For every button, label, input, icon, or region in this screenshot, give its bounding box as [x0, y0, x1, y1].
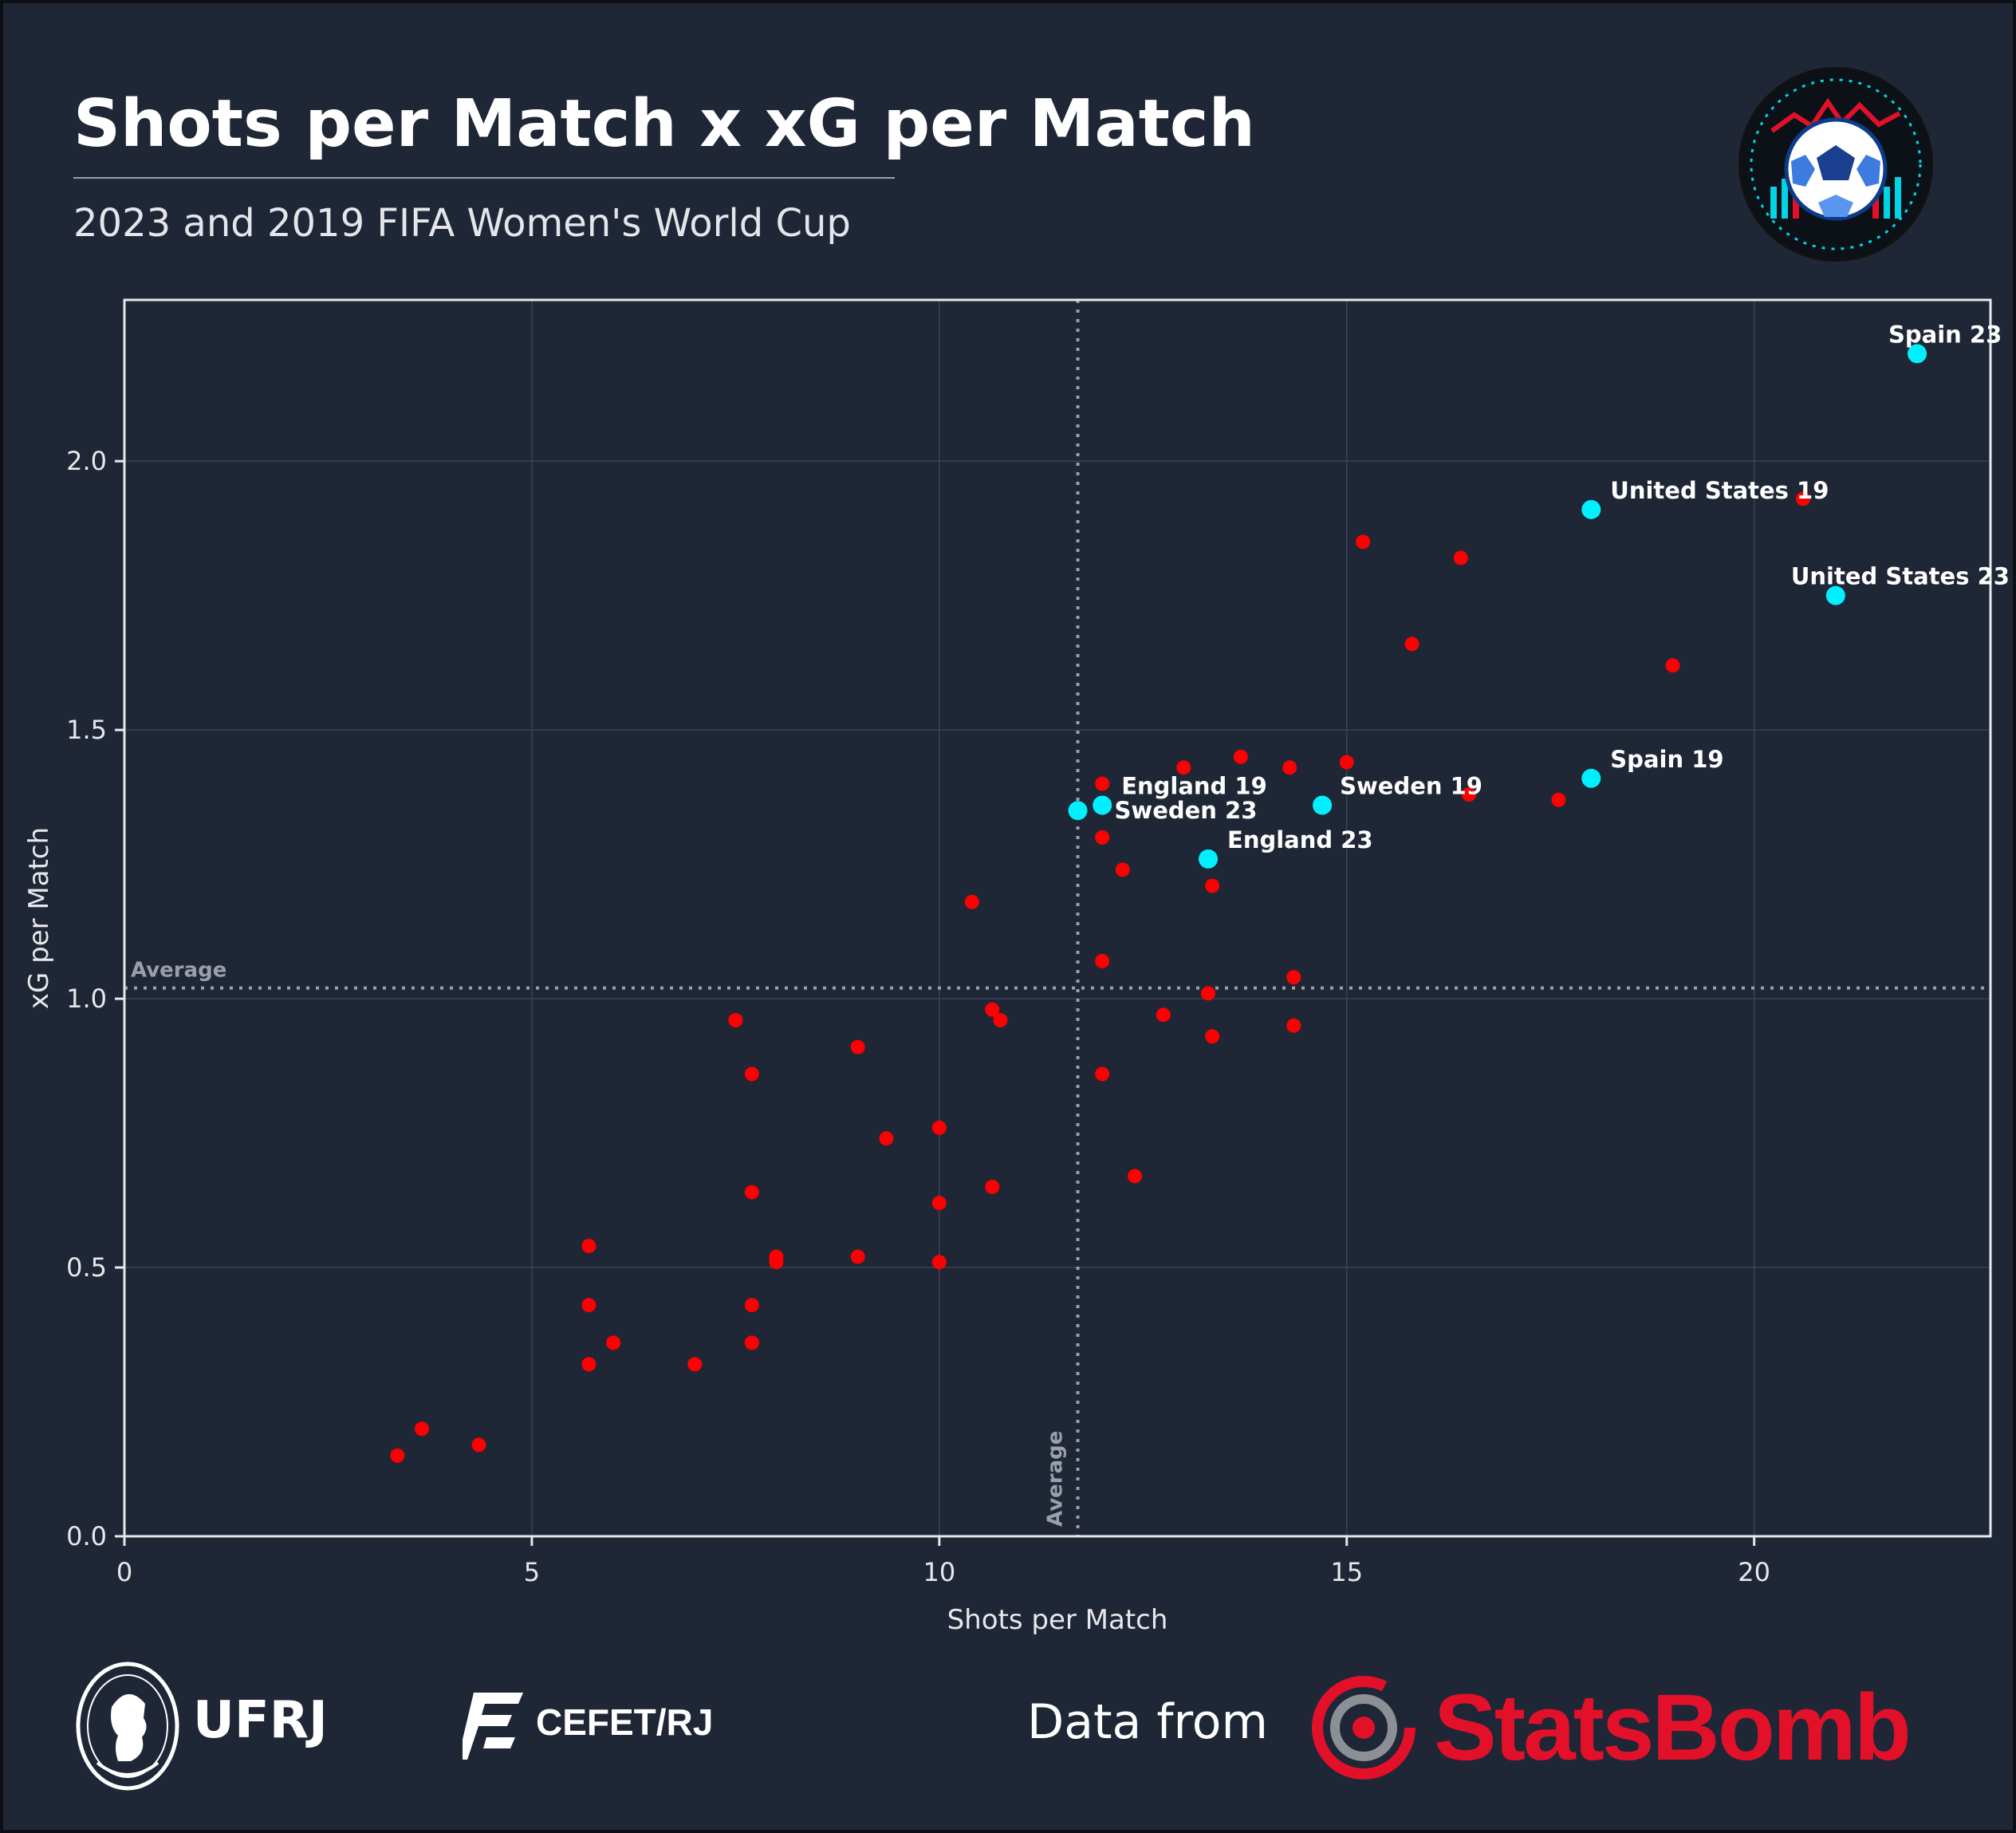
data-point	[390, 1448, 405, 1463]
data-point	[744, 1066, 759, 1082]
data-point	[606, 1335, 621, 1350]
data-point	[1665, 658, 1680, 673]
x-tick-label: 20	[1738, 1557, 1770, 1587]
data-point	[964, 894, 979, 909]
data-point	[744, 1298, 759, 1313]
data-point	[850, 1039, 865, 1054]
y-axis-label: xG per Match	[23, 827, 55, 1009]
chart-title: Shots per Match x xG per Match	[73, 86, 1255, 162]
y-tick-label: 1.0	[66, 984, 107, 1014]
soccer-ball-badge-icon	[1738, 67, 1933, 262]
data-point	[931, 1196, 947, 1211]
highlighted-team-points	[1068, 344, 1927, 869]
data-point	[581, 1239, 597, 1254]
y-tick-label: 2.0	[66, 446, 107, 476]
highlighted-data-point	[1068, 801, 1088, 821]
data-point	[581, 1357, 597, 1372]
data-point	[1095, 953, 1110, 968]
plot-area-frame	[123, 298, 1992, 1538]
data-label: United States 19	[1610, 477, 1829, 504]
x-axis-label: Shots per Match	[947, 1604, 1168, 1636]
y-tick-label: 0.0	[66, 1521, 107, 1551]
ufrj-seal-icon	[76, 1662, 179, 1791]
y-tick-label: 1.5	[66, 715, 107, 745]
data-point	[744, 1335, 759, 1350]
title-underline	[73, 177, 895, 179]
data-point	[1356, 534, 1371, 550]
data-point	[931, 1255, 947, 1270]
data-label: Spain 19	[1610, 746, 1723, 773]
data-point	[1115, 862, 1130, 877]
data-point	[1339, 755, 1354, 770]
data-point	[1282, 760, 1297, 775]
data-point	[985, 1002, 1000, 1017]
data-point	[1462, 787, 1477, 802]
data-point	[1286, 1018, 1301, 1033]
data-point	[879, 1131, 894, 1146]
data-from-text: Data from	[1027, 1694, 1268, 1750]
data-point	[850, 1249, 865, 1264]
y-tick-label: 0.5	[66, 1252, 107, 1283]
x-tick-label: 5	[524, 1557, 540, 1587]
cefet-logo-icon	[463, 1693, 523, 1760]
highlighted-data-point	[1313, 795, 1333, 815]
data-point	[1453, 550, 1468, 566]
data-point	[744, 1185, 759, 1200]
x-tick-label: 0	[116, 1557, 132, 1587]
other-team-points	[390, 491, 1810, 1463]
data-label: Sweden 19	[1340, 772, 1482, 799]
axis-ticks: 0 5 10 15 20 0.0 0.5 1.0 1.5 2.0	[66, 446, 1770, 1587]
x-tick-label: 10	[923, 1557, 955, 1587]
data-point	[1795, 491, 1810, 507]
data-label: Spain 23	[1888, 321, 2002, 348]
vertical-average-label: Average	[1044, 1431, 1068, 1527]
data-point	[993, 1013, 1008, 1028]
data-point	[1095, 1066, 1110, 1082]
data-point	[1233, 749, 1248, 764]
horizontal-average-label: Average	[131, 959, 226, 983]
data-point	[1176, 760, 1191, 775]
data-point	[769, 1255, 784, 1270]
data-point	[1156, 1007, 1171, 1023]
highlighted-data-point	[1581, 499, 1601, 519]
statsbomb-logo-text: StatsBomb	[1434, 1675, 1912, 1780]
data-label: United States 23	[1791, 563, 2010, 590]
data-point	[1095, 830, 1110, 845]
data-point	[1201, 986, 1216, 1001]
statsbomb-target-icon	[1312, 1676, 1416, 1780]
data-label: Sweden 23	[1115, 797, 1258, 824]
scatter-chart: 0 5 10 15 20 0.0 0.5 1.0 1.5 2.0 Spain 23 United S…	[23, 298, 2010, 1636]
highlighted-data-point	[1908, 344, 1927, 364]
data-point	[931, 1120, 947, 1135]
data-label: England 23	[1227, 826, 1373, 853]
data-point	[414, 1421, 429, 1437]
data-point	[1551, 792, 1566, 807]
data-point	[728, 1013, 743, 1028]
data-point	[1205, 878, 1220, 893]
highlighted-data-point	[1825, 585, 1845, 605]
data-point	[1286, 970, 1301, 985]
chart-subtitle: 2023 and 2019 FIFA Women's World Cup	[73, 201, 851, 246]
data-point	[1404, 637, 1419, 652]
ufrj-logo-text: UFRJ	[193, 1691, 328, 1750]
data-point	[1128, 1169, 1143, 1184]
data-label: England 19	[1121, 772, 1267, 799]
data-point	[687, 1357, 703, 1372]
highlighted-data-point	[1199, 849, 1219, 869]
data-point	[1205, 1029, 1220, 1044]
data-point	[581, 1298, 597, 1313]
data-point	[471, 1437, 486, 1453]
cefet-logo-text: CEFET/RJ	[536, 1701, 714, 1743]
x-tick-label: 15	[1330, 1557, 1363, 1587]
highlighted-data-point	[1093, 795, 1112, 815]
highlighted-team-labels: Spain 23 United States 19 United States 23…	[1115, 321, 2010, 853]
highlighted-data-point	[1581, 768, 1601, 788]
data-point	[985, 1179, 1000, 1194]
data-point	[1095, 776, 1110, 791]
